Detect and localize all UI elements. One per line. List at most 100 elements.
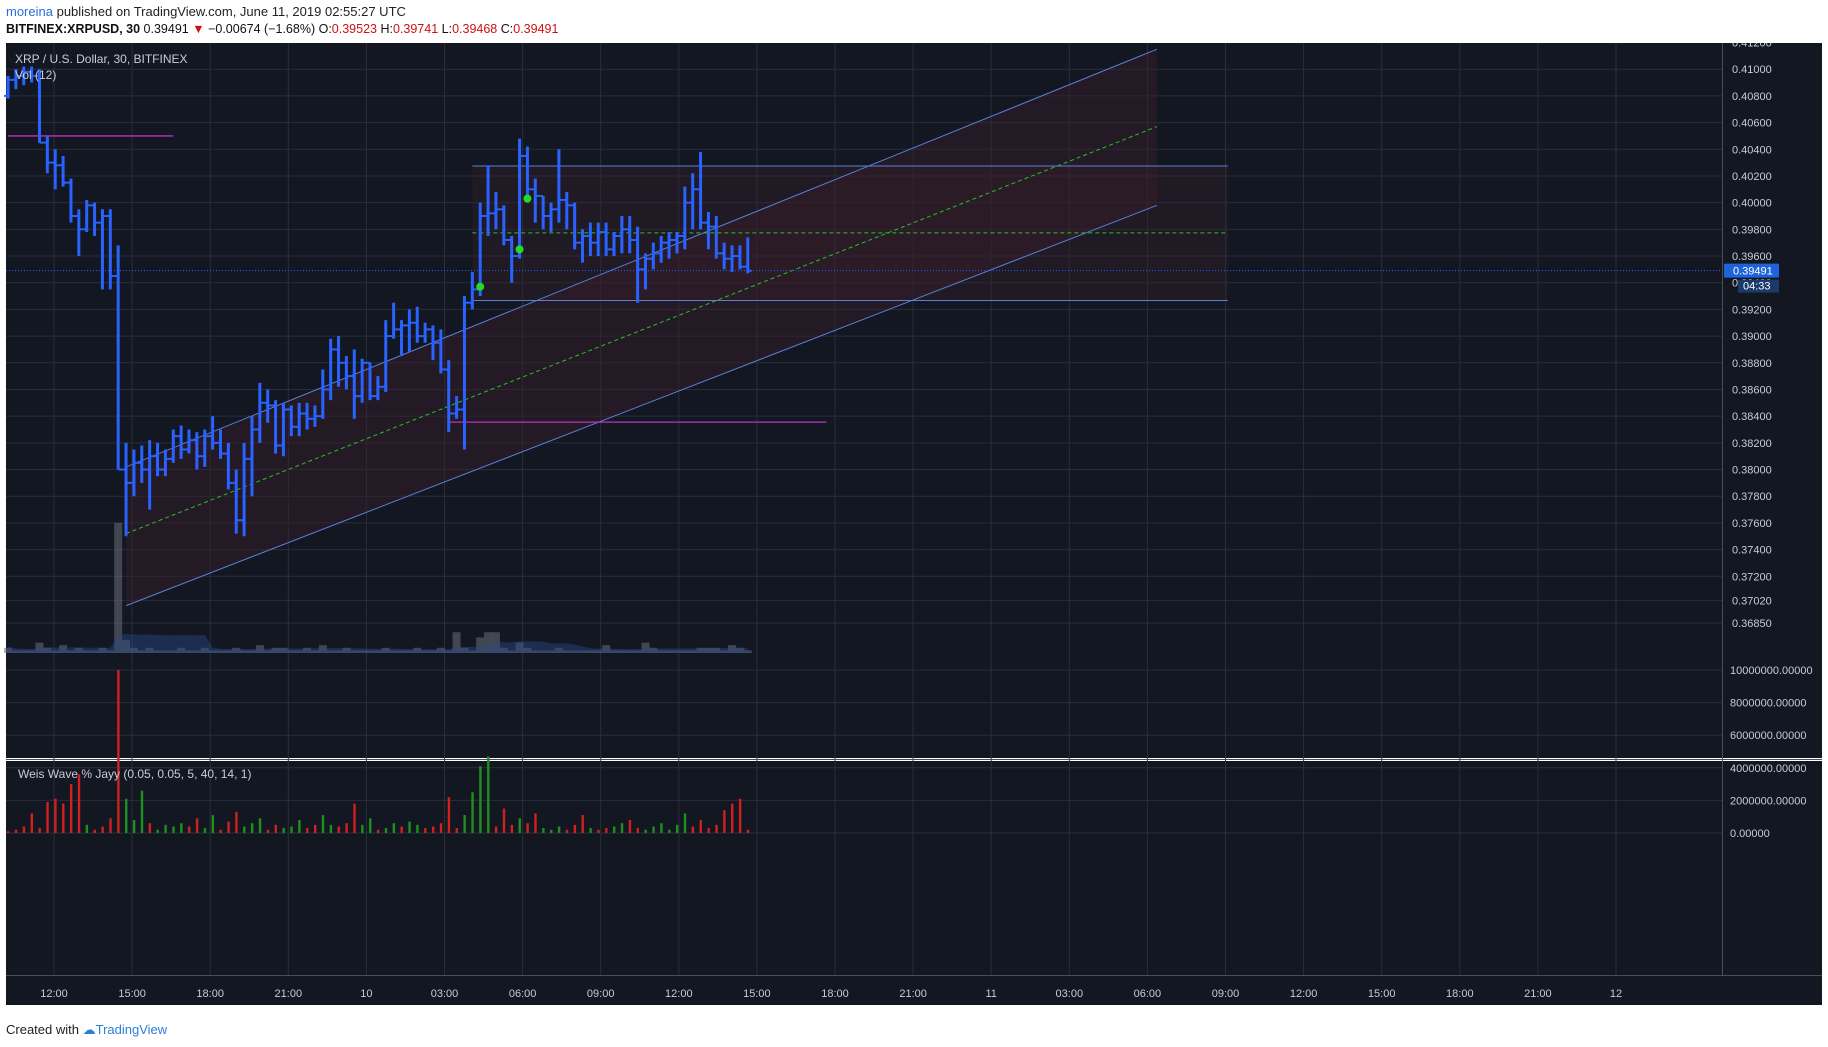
indicator-pane-bg [6, 761, 1722, 975]
weis-wave-bars [7, 670, 750, 833]
tradingview-brand[interactable]: TradingView [95, 1022, 168, 1037]
footer: Created with ☁TradingView [6, 1022, 167, 1038]
weis-bar [132, 819, 136, 833]
weis-bar [290, 826, 293, 833]
drawings [8, 48, 1228, 607]
volume-bar [350, 650, 359, 653]
weis-bar [715, 824, 718, 833]
volume-bar [232, 647, 241, 653]
weis-bar [707, 828, 710, 833]
low-label: L: [441, 22, 453, 36]
time-tick-label: 10 [360, 988, 372, 1000]
volume-label: Vol (12) [15, 68, 56, 82]
countdown-label: 04:33 [1743, 281, 1771, 293]
author-link[interactable]: moreina [6, 4, 53, 19]
weis-bar [77, 774, 81, 833]
channel-lower-line [125, 204, 1158, 607]
symbol-name: BITFINEX:XRPUSD, 30 [6, 22, 141, 36]
weis-bar [180, 823, 183, 833]
volume-bar [728, 645, 737, 653]
volume-bar [247, 650, 256, 653]
volume-bar [334, 650, 343, 653]
volume-bar [240, 650, 249, 653]
volume-bar [129, 647, 138, 653]
weis-bar [164, 824, 167, 833]
tradingview-logo-icon[interactable]: ☁ [82, 1022, 96, 1037]
volume-bar [74, 647, 83, 653]
weis-bar [306, 828, 309, 833]
weis-bar [439, 823, 443, 833]
volume-bar [114, 523, 123, 653]
time-tick-label: 15:00 [743, 988, 771, 1000]
price-tick-label: 0.37400 [1732, 545, 1772, 557]
weis-bar [699, 819, 702, 833]
time-tick-label: 18:00 [821, 988, 849, 1000]
volume-bar [326, 650, 335, 653]
weis-bar [518, 818, 521, 833]
price-tick-label: 0.40400 [1732, 144, 1772, 156]
volume-bar [177, 647, 186, 653]
volume-bar [578, 650, 587, 653]
weis-bar [731, 803, 734, 833]
weis-bar [156, 829, 159, 833]
price-tick-label: 0.40800 [1732, 91, 1772, 103]
weis-bar [400, 826, 403, 833]
volume-bar [11, 650, 20, 653]
weis-bar [510, 824, 514, 833]
signal-dots [476, 194, 532, 291]
price-tick-label: 0.37800 [1732, 491, 1772, 503]
volume-bar [208, 650, 217, 653]
weis-bar [620, 823, 624, 833]
volume-bar [224, 650, 233, 653]
weis-bar [211, 815, 215, 833]
volume-bar [295, 650, 304, 653]
weis-bar [54, 798, 57, 833]
volume-bar [649, 647, 658, 653]
time-tick-label: 09:00 [1212, 988, 1240, 1000]
price-tick-label: 0.38200 [1732, 438, 1772, 450]
chart-title: XRP / U.S. Dollar, 30, BITFINEX [15, 52, 188, 66]
volume-bar [59, 645, 68, 653]
weis-bar [298, 819, 301, 833]
weis-bar [644, 829, 647, 833]
price-tick-label: 0.40600 [1732, 118, 1772, 130]
volume-bar [255, 645, 264, 653]
weis-bar [494, 826, 498, 833]
weis-bar [675, 824, 679, 833]
time-tick-label: 09:00 [587, 988, 615, 1000]
time-tick-label: 15:00 [1368, 988, 1396, 1000]
volume-bar [389, 650, 398, 653]
weis-bar [227, 821, 230, 833]
weis-bar [526, 823, 529, 833]
price-change: −0.00674 (−1.68%) [208, 22, 316, 36]
high-label: H: [380, 22, 393, 36]
price-chart[interactable]: 0.41200 0.41000 0.40800 0.40600 0.40400 0.402… [0, 43, 1828, 1013]
weis-bar [85, 824, 89, 833]
volume-bar [539, 650, 548, 653]
weis-bar [628, 819, 632, 833]
volume-bar [720, 650, 729, 653]
volume-bar [342, 647, 351, 653]
volume-bar [444, 650, 453, 653]
volume-bar [531, 650, 540, 653]
weis-bar [424, 828, 427, 833]
weis-bar [101, 826, 104, 833]
volume-bar [263, 650, 272, 653]
volume-bar [672, 650, 681, 653]
weis-bar [46, 802, 49, 833]
weis-bar [361, 824, 364, 833]
weis-bar [93, 829, 96, 833]
volume-bar [66, 650, 75, 653]
time-tick-label: 03:00 [1056, 988, 1084, 1000]
volume-bar [303, 647, 312, 653]
weis-bar [345, 823, 348, 833]
volume-bar [704, 647, 713, 653]
price-tick-label: 0.38000 [1732, 465, 1772, 477]
grid [6, 43, 1722, 975]
weis-bar [738, 798, 742, 833]
time-tick-label: 21:00 [1524, 988, 1552, 1000]
weis-bar [329, 824, 333, 833]
volume-bar [397, 650, 406, 653]
weis-bar [416, 824, 419, 833]
weis-bar [125, 798, 128, 833]
